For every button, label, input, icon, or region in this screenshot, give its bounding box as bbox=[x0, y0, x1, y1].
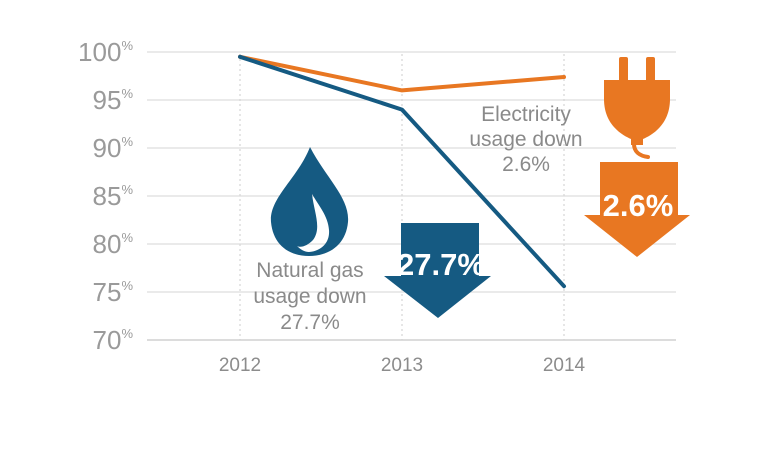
electric-plug-icon bbox=[604, 57, 670, 159]
electricity-badge: 2.6% bbox=[603, 188, 674, 223]
natural-gas-note-line1: Natural gas bbox=[256, 259, 363, 282]
y-tick-label: 95% bbox=[93, 85, 134, 115]
series-lines bbox=[238, 54, 566, 289]
natural-gas-note-line2: usage down bbox=[253, 285, 366, 308]
y-tick-label: 85% bbox=[93, 181, 134, 211]
y-tick-label: 70% bbox=[93, 325, 134, 355]
natural-gas-badge: 27.7% bbox=[397, 247, 485, 282]
x-tick-label: 2014 bbox=[543, 355, 586, 376]
series-line-natural_gas bbox=[238, 54, 566, 289]
y-tick-label: 90% bbox=[93, 133, 134, 163]
natural-gas-note-line3: 27.7% bbox=[280, 311, 340, 334]
natural-gas-down-arrow bbox=[384, 223, 491, 318]
x-tick-label: 2012 bbox=[219, 355, 261, 376]
electricity-note-line3: 2.6% bbox=[502, 153, 550, 176]
y-axis: 100% 95% 90% 85% 80% 75% 70% bbox=[78, 37, 133, 355]
electricity-note-line2: usage down bbox=[469, 128, 582, 151]
x-axis: 2012 2013 2014 bbox=[219, 355, 586, 376]
y-tick-label: 75% bbox=[93, 277, 134, 307]
electricity-note-line1: Electricity bbox=[481, 103, 571, 126]
y-tick-label: 100% bbox=[78, 37, 133, 67]
gas-flame-icon bbox=[270, 147, 349, 256]
x-tick-label: 2013 bbox=[381, 355, 423, 376]
electricity-down-arrow bbox=[584, 162, 690, 257]
y-tick-label: 80% bbox=[93, 229, 134, 259]
series-line-electricity bbox=[238, 54, 566, 93]
